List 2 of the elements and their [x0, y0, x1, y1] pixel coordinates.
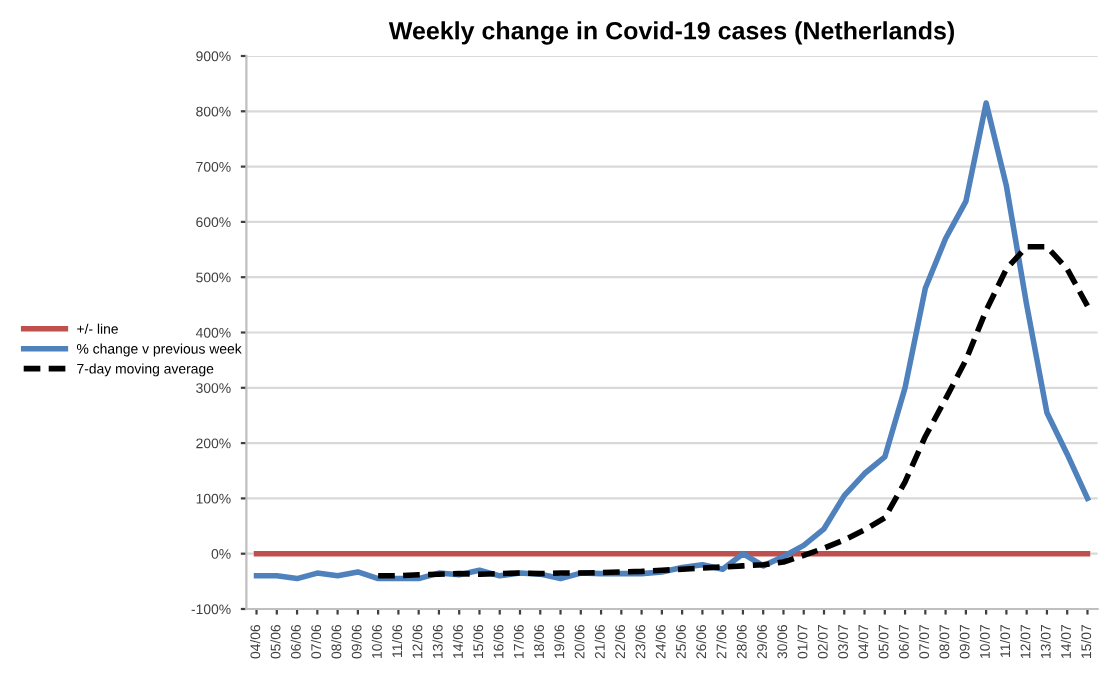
chart-title: Weekly change in Covid-19 cases (Netherlands): [388, 21, 954, 45]
line-series: [375, 244, 1091, 579]
